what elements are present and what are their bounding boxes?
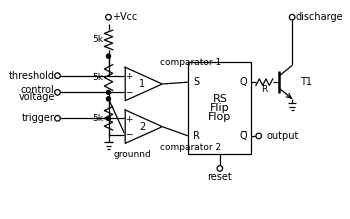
Text: −: − [125, 87, 133, 96]
Text: +Vcc: +Vcc [112, 12, 138, 22]
Text: Q: Q [239, 77, 247, 87]
Circle shape [106, 116, 111, 120]
Text: 5k: 5k [92, 35, 103, 44]
Circle shape [106, 54, 111, 58]
Text: 5k: 5k [92, 114, 103, 123]
Text: threshold: threshold [9, 71, 55, 81]
Text: −: − [125, 130, 133, 139]
Bar [188, 62, 251, 154]
Circle shape [55, 116, 60, 121]
Circle shape [55, 90, 60, 95]
Text: S: S [193, 77, 199, 87]
Circle shape [217, 166, 223, 171]
Text: R: R [261, 85, 267, 94]
Polygon shape [125, 110, 162, 143]
Text: 1: 1 [139, 79, 145, 89]
Text: Q̅: Q̅ [239, 131, 247, 141]
Text: comparator 2: comparator 2 [160, 143, 222, 152]
Text: T1: T1 [300, 77, 312, 87]
Text: trigger: trigger [22, 113, 55, 123]
Text: discharge: discharge [296, 12, 343, 22]
Circle shape [106, 14, 111, 20]
Text: R: R [193, 131, 200, 141]
Text: 2: 2 [139, 122, 145, 132]
Text: +: + [125, 115, 133, 124]
Text: output: output [266, 131, 299, 141]
Text: 5k: 5k [92, 73, 103, 82]
Text: voltage: voltage [18, 92, 55, 102]
Polygon shape [125, 67, 162, 101]
Circle shape [106, 90, 111, 94]
Circle shape [289, 14, 295, 20]
Text: grounnd: grounnd [113, 150, 151, 159]
Text: control: control [21, 85, 55, 95]
Text: reset: reset [208, 172, 232, 182]
Text: RS: RS [212, 94, 227, 104]
Circle shape [55, 73, 60, 78]
Text: Flip: Flip [210, 103, 230, 113]
Text: comparator 1: comparator 1 [160, 58, 222, 67]
Text: +: + [125, 72, 133, 81]
Circle shape [106, 97, 111, 101]
Text: Flop: Flop [208, 112, 231, 122]
Circle shape [256, 133, 261, 139]
